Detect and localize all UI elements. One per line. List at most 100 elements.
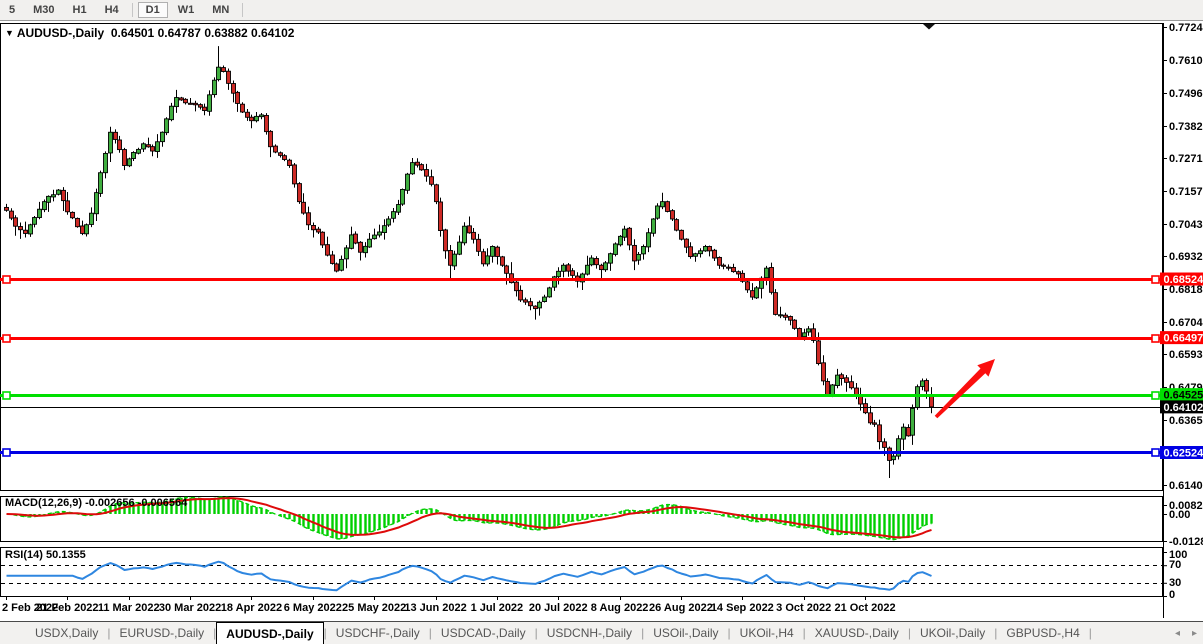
- support-line-blue-handle[interactable]: [2, 448, 11, 457]
- tab-separator: |: [907, 626, 911, 640]
- timeframe-button-d1[interactable]: D1: [137, 2, 168, 18]
- macd-lines: [6, 496, 932, 541]
- support-line-green-handle[interactable]: [2, 391, 11, 400]
- tab-usoil-daily[interactable]: USOil-,Daily: [653, 626, 719, 640]
- tab-separator: |: [534, 626, 538, 640]
- svg-text:25 May 2022: 25 May 2022: [342, 602, 406, 614]
- tab-usdcnh-daily[interactable]: USDCNH-,Daily: [546, 626, 633, 640]
- tab-usdx-daily[interactable]: USDX,Daily: [35, 626, 99, 640]
- tab-separator: |: [727, 626, 731, 640]
- svg-text:0.00: 0.00: [1169, 509, 1190, 521]
- svg-text:-0.01282: -0.01282: [1169, 536, 1203, 548]
- tab-ukoil-h4[interactable]: UKOil-,H4: [739, 626, 794, 640]
- tab-separator: |: [213, 626, 217, 640]
- tab-scrollers: ◂ ▸: [1175, 622, 1197, 644]
- tab-gbpusd-h4[interactable]: GBPUSD-,H4: [1006, 626, 1080, 640]
- svg-text:100: 100: [1169, 549, 1187, 561]
- svg-text:6 May 2022: 6 May 2022: [284, 602, 342, 614]
- pane-borders: [0, 23, 1164, 618]
- svg-text:8 Aug 2022: 8 Aug 2022: [591, 602, 649, 614]
- symbol-dropdown-icon[interactable]: ▼: [5, 28, 14, 38]
- tab-usdcad-daily[interactable]: USDCAD-,Daily: [440, 626, 526, 640]
- svg-text:70: 70: [1169, 559, 1181, 571]
- svg-text:21 Feb 2022: 21 Feb 2022: [36, 602, 98, 614]
- chart-shift-marker-icon: [923, 24, 935, 30]
- tab-separator: |: [323, 626, 327, 640]
- rsi-value: 50.1355: [45, 549, 86, 561]
- toolbar-separator: [242, 3, 244, 17]
- svg-text:30: 30: [1169, 577, 1181, 589]
- timeframe-button-5[interactable]: 5: [9, 4, 16, 16]
- svg-text:20 Jul 2022: 20 Jul 2022: [529, 602, 588, 614]
- svg-text:21 Oct 2022: 21 Oct 2022: [834, 602, 895, 614]
- tab-usdchf-daily[interactable]: USDCHF-,Daily: [335, 626, 420, 640]
- toolbar-separator: [131, 3, 133, 17]
- timeframe-button-h1[interactable]: H1: [72, 4, 87, 16]
- svg-text:14 Sep 2022: 14 Sep 2022: [711, 602, 774, 614]
- rsi-name: RSI(14): [5, 549, 43, 561]
- svg-text:3 Oct 2022: 3 Oct 2022: [776, 602, 831, 614]
- tab-separator: |: [641, 626, 645, 640]
- resistance-line-upper-price-label: 0.68524: [1164, 274, 1203, 286]
- resistance-line-lower-handle[interactable]: [2, 334, 11, 343]
- timeframe-button-w1[interactable]: W1: [177, 4, 195, 16]
- timeframe-button-h4[interactable]: H4: [104, 4, 119, 16]
- timeframe-toolbar: 5 M30 H1 H4 D1 W1 MN: [0, 0, 1203, 21]
- tab-audusd-daily[interactable]: AUDUSD-,Daily: [216, 622, 324, 644]
- resistance-line-lower-handle[interactable]: [1151, 334, 1160, 343]
- tab-xauusd-daily[interactable]: XAUUSD-,Daily: [814, 626, 899, 640]
- support-line-blue-price-label: 0.62524: [1164, 447, 1203, 459]
- macd-axis: 0.008230.00 -0.01282: [1163, 500, 1203, 548]
- ohlc-high: 0.64787: [157, 26, 201, 40]
- support-line-green-price-label: 0.64525: [1164, 390, 1203, 402]
- macd-line: [6, 496, 932, 541]
- resistance-line-upper-handle[interactable]: [1151, 275, 1160, 284]
- tab-scroll-left-button[interactable]: ◂: [1174, 628, 1180, 639]
- bullish-arrow-annotation[interactable]: [934, 359, 995, 419]
- svg-text:13 Jun 2022: 13 Jun 2022: [404, 602, 466, 614]
- tab-ukoil-daily[interactable]: UKOil-,Daily: [919, 626, 986, 640]
- timeframe-button-mn[interactable]: MN: [212, 4, 230, 16]
- svg-text:18 Apr 2022: 18 Apr 2022: [221, 602, 282, 614]
- svg-text:0: 0: [1169, 589, 1175, 601]
- ohlc-low: 0.63882: [204, 26, 248, 40]
- macd-name: MACD(12,26,9): [5, 497, 83, 509]
- svg-text:26 Aug 2022: 26 Aug 2022: [649, 602, 713, 614]
- svg-text:30 Mar 2022: 30 Mar 2022: [159, 602, 221, 614]
- tab-eurusd-daily[interactable]: EURUSD-,Daily: [119, 626, 205, 640]
- tab-separator: |: [802, 626, 806, 640]
- support-line-green-handle[interactable]: [1151, 391, 1160, 400]
- tab-separator: |: [1088, 626, 1092, 640]
- svg-text:2 Feb 2022: 2 Feb 2022: [2, 602, 58, 614]
- macd-signal-value: -0.006564: [137, 497, 188, 509]
- svg-text:0.00823: 0.00823: [1169, 500, 1203, 512]
- timeframe-button-m30[interactable]: M30: [33, 4, 55, 16]
- resistance-line-lower-price-label: 0.66497: [1164, 333, 1203, 345]
- current-price-line-price-label: 0.64102: [1164, 402, 1203, 414]
- tab-scroll-right-button[interactable]: ▸: [1191, 628, 1197, 639]
- svg-text:1 Jul 2022: 1 Jul 2022: [471, 602, 524, 614]
- rsi-line: [6, 560, 932, 592]
- horizontal-lines: [0, 275, 1163, 457]
- support-line-blue-handle[interactable]: [1151, 448, 1160, 457]
- resistance-line-upper-handle[interactable]: [2, 275, 11, 284]
- macd-value: -0.002656: [85, 497, 135, 509]
